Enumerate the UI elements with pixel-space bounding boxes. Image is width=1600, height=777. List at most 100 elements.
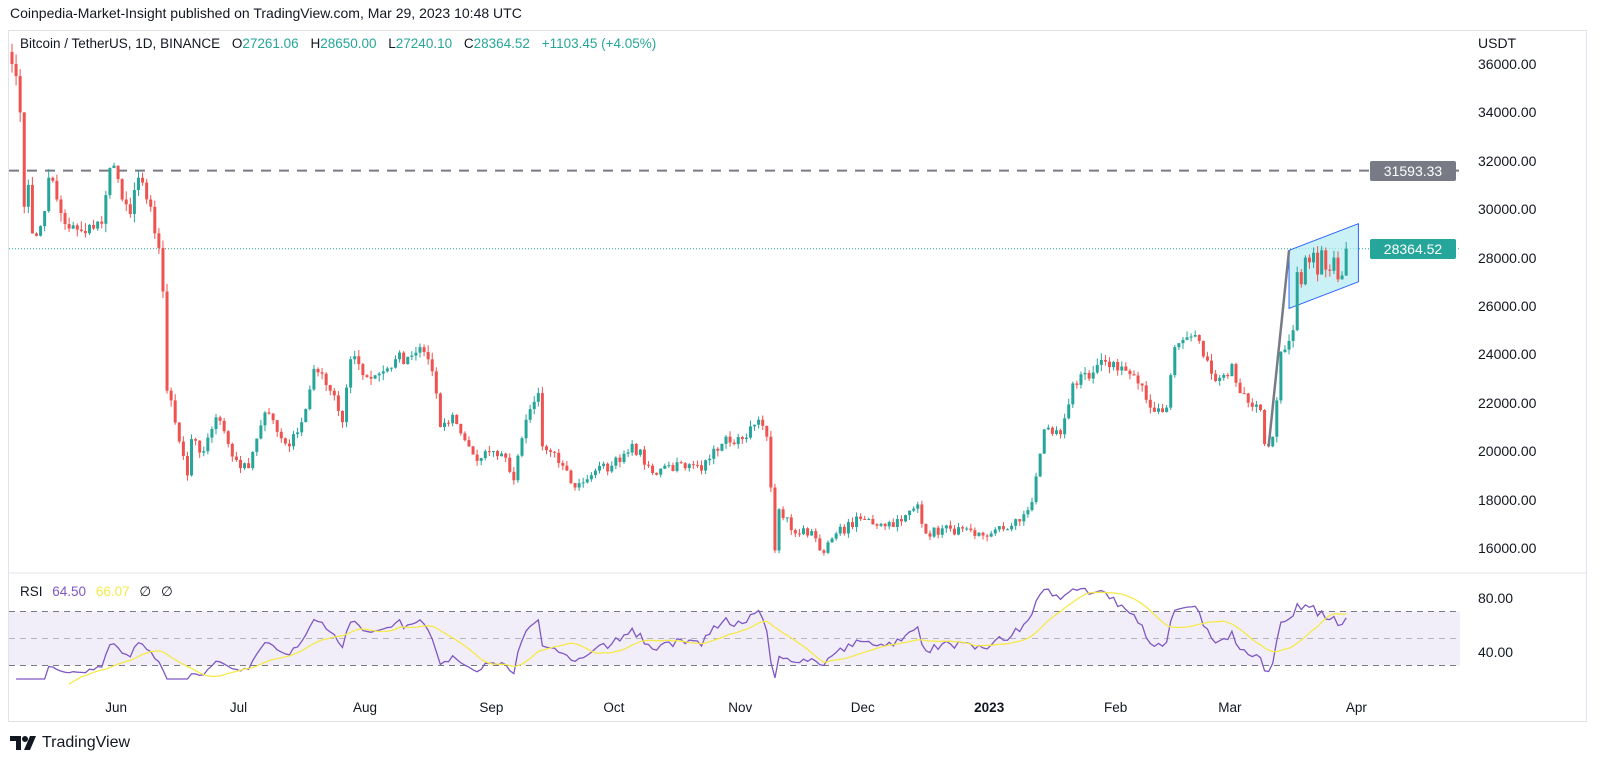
candle <box>867 517 871 521</box>
candle-body <box>1075 383 1079 385</box>
candle <box>128 197 132 218</box>
candle <box>871 514 875 525</box>
candle <box>1210 353 1214 380</box>
candle <box>1303 255 1307 286</box>
candle <box>169 387 173 407</box>
candle <box>904 514 908 523</box>
candle-body <box>818 538 822 551</box>
candle <box>850 517 854 530</box>
candle <box>1238 378 1242 394</box>
candle-body <box>1312 252 1316 263</box>
candle-body <box>251 451 255 469</box>
candle <box>434 367 438 399</box>
candle-body <box>1038 453 1042 477</box>
candle <box>206 433 210 455</box>
candle <box>957 522 961 536</box>
candle-body <box>1197 335 1201 341</box>
candle <box>842 524 846 536</box>
candle <box>834 531 838 541</box>
candle-body <box>969 528 973 531</box>
time-tick: Mar <box>1218 700 1242 715</box>
horizontal-level-badge: 31593.33 <box>1370 160 1456 181</box>
candle <box>71 221 75 230</box>
candle <box>422 344 426 357</box>
candle-body <box>663 465 667 469</box>
candle <box>916 501 920 513</box>
candle <box>1116 358 1120 376</box>
candle-body <box>145 182 149 200</box>
candle-body <box>1238 382 1242 394</box>
candle <box>165 283 169 394</box>
candle <box>557 448 561 468</box>
candle <box>369 370 373 385</box>
candle <box>418 343 422 358</box>
candle <box>365 374 369 378</box>
candle-body <box>357 356 361 365</box>
candle-body <box>957 527 961 535</box>
candle <box>222 418 226 434</box>
candle-body <box>585 479 589 483</box>
candle <box>508 453 512 474</box>
candle <box>687 463 691 472</box>
candle-body <box>1279 351 1283 401</box>
candle-body <box>1299 272 1303 285</box>
candle-body <box>1022 514 1026 522</box>
high-value: 28650.00 <box>320 36 377 51</box>
candle-body <box>1014 519 1018 526</box>
candle-body <box>516 455 520 481</box>
candle <box>736 433 740 449</box>
candle-body <box>487 451 491 453</box>
time-tick: Aug <box>352 700 377 715</box>
candle <box>965 526 969 531</box>
candle <box>230 442 234 462</box>
candle <box>1108 357 1112 374</box>
flagpole-trendline[interactable] <box>1267 250 1291 447</box>
candle-body <box>952 528 956 535</box>
candle-body <box>316 368 320 373</box>
candle-body <box>744 437 748 440</box>
candle <box>267 408 271 415</box>
parallel-channel[interactable] <box>1288 222 1359 310</box>
rsi-label[interactable]: RSI <box>20 584 43 599</box>
candle <box>1271 436 1275 448</box>
candle-body <box>895 519 899 527</box>
candle-body <box>830 538 834 543</box>
candle-body <box>1091 372 1095 379</box>
price-tick: 24000.00 <box>1478 346 1537 363</box>
candle-body <box>561 463 565 466</box>
candle-body <box>1336 257 1340 280</box>
time-tick: Sep <box>479 700 504 715</box>
candle-body <box>434 371 438 394</box>
candle <box>10 43 14 73</box>
candle <box>194 437 198 446</box>
symbol-title[interactable]: Bitcoin / TetherUS, 1D, BINANCE <box>20 36 221 51</box>
candle-body <box>667 465 671 467</box>
candle <box>1136 371 1140 390</box>
candle-body <box>18 76 22 113</box>
candle <box>1328 264 1332 277</box>
candle-body <box>1254 404 1258 407</box>
candle-body <box>1283 349 1287 352</box>
candle-body <box>532 401 536 410</box>
candle <box>891 518 895 528</box>
candle-body <box>279 431 283 439</box>
candle <box>1075 380 1079 389</box>
last-price-badge: 28364.52 <box>1370 238 1456 259</box>
candle <box>1283 345 1287 353</box>
candle-body <box>553 451 557 453</box>
candle-body <box>1344 248 1348 276</box>
candle-body <box>451 414 455 424</box>
currency-label: USDT <box>1478 35 1517 51</box>
price-tick: 16000.00 <box>1478 540 1537 556</box>
candle <box>969 523 973 533</box>
candle <box>1218 374 1222 386</box>
candle <box>349 356 353 394</box>
na-icon: ∅ <box>160 584 173 599</box>
candle-body <box>753 424 757 427</box>
candle <box>161 240 165 299</box>
candle-body <box>385 368 389 372</box>
candle <box>895 514 899 532</box>
candle <box>1177 343 1181 350</box>
candle-body <box>683 463 687 469</box>
